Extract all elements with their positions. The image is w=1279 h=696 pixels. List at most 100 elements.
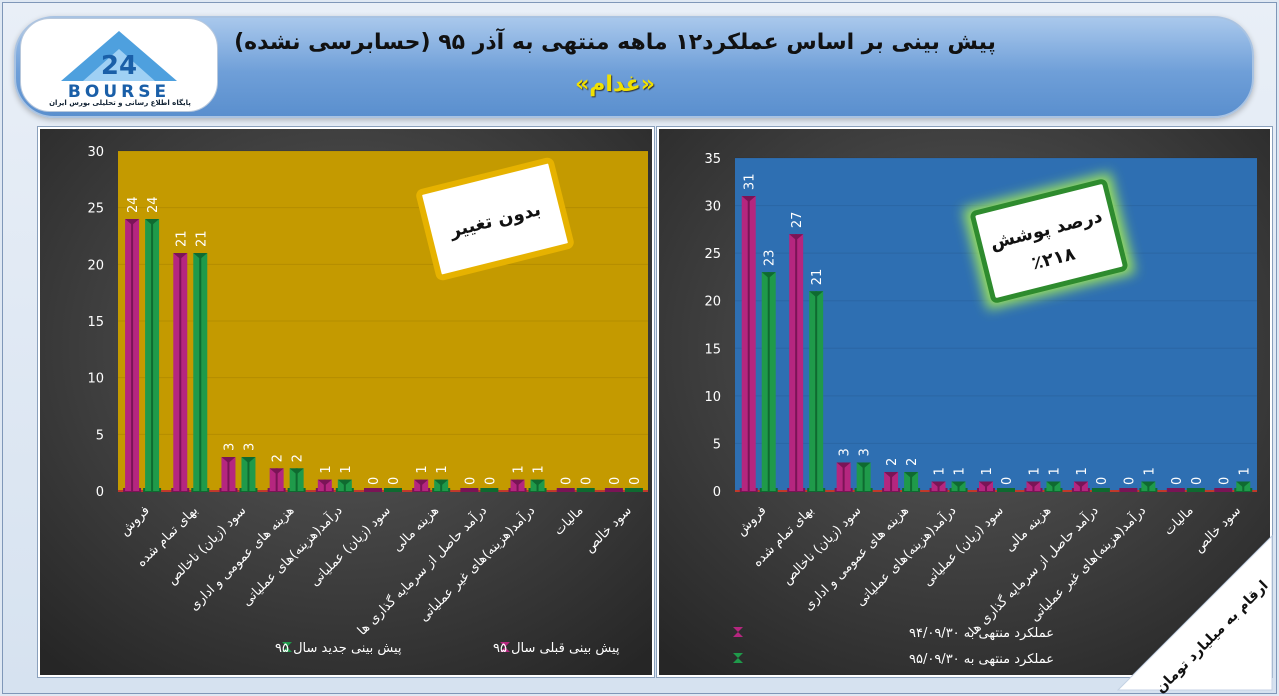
bar-cap bbox=[241, 457, 256, 463]
y-tick-label: 25 bbox=[704, 247, 721, 262]
data-label: 0 bbox=[483, 477, 498, 485]
data-label: 3 bbox=[222, 443, 237, 451]
bar-cap bbox=[884, 471, 899, 478]
bar-cap bbox=[1236, 481, 1251, 488]
bar-cap bbox=[951, 481, 966, 488]
y-tick-label: 5 bbox=[96, 428, 104, 443]
bar-cap bbox=[741, 196, 756, 203]
bar-cap bbox=[414, 479, 429, 486]
callout-box: درصد پوشش٪۲۱۸ bbox=[962, 172, 1136, 310]
bar-base bbox=[1119, 488, 1138, 492]
data-label: 0 bbox=[463, 477, 478, 485]
data-label: 1 bbox=[953, 467, 968, 475]
data-label: 1 bbox=[1075, 467, 1090, 475]
data-label: 0 bbox=[1217, 477, 1232, 485]
bar-base bbox=[364, 488, 382, 492]
y-tick-label: 0 bbox=[96, 485, 104, 500]
data-label: 1 bbox=[512, 465, 527, 473]
legend-label: عملکرد منتهی به ۹۴/۰۹/۳۰ bbox=[909, 626, 1054, 641]
data-label: 0 bbox=[608, 477, 623, 485]
data-label: 23 bbox=[763, 250, 778, 267]
bourse24-logo: 24 BOURSE پایگاه اطلاع رسانی و تحلیلی بو… bbox=[20, 18, 218, 112]
logo-wordmark: BOURSE bbox=[68, 82, 170, 102]
data-label: 1 bbox=[980, 467, 995, 475]
bar-base bbox=[1186, 488, 1205, 492]
y-tick-label: 20 bbox=[704, 295, 721, 310]
y-tick-label: 35 bbox=[704, 152, 721, 167]
bar-base bbox=[384, 488, 402, 492]
bar-cap bbox=[269, 468, 284, 475]
y-tick-label: 15 bbox=[704, 342, 721, 357]
bar-cap bbox=[904, 471, 919, 478]
legend-marker bbox=[733, 653, 743, 663]
logo-caption: پایگاه اطلاع رسانی و تحلیلی بورس ایران bbox=[49, 99, 191, 107]
bar-cap bbox=[173, 253, 188, 259]
legend-marker bbox=[500, 642, 510, 652]
bar-base bbox=[556, 488, 575, 492]
bar-cap bbox=[510, 479, 525, 486]
bar-cap bbox=[979, 481, 993, 488]
bar-cap bbox=[931, 481, 946, 488]
data-label: 0 bbox=[628, 477, 643, 485]
data-label: 21 bbox=[810, 269, 825, 286]
header-banner bbox=[14, 16, 1254, 118]
data-label: 1 bbox=[319, 465, 334, 473]
data-label: 3 bbox=[858, 448, 873, 456]
data-label: 0 bbox=[1170, 477, 1185, 485]
data-label: 21 bbox=[174, 230, 189, 247]
bar-cap bbox=[337, 479, 352, 486]
data-label: 24 bbox=[146, 196, 161, 213]
data-label: 0 bbox=[560, 477, 575, 485]
bar-cap bbox=[434, 479, 449, 486]
data-label: 1 bbox=[1047, 467, 1062, 475]
bar-base bbox=[1091, 488, 1110, 492]
data-label: 24 bbox=[126, 196, 141, 213]
data-label: 3 bbox=[838, 448, 853, 456]
bar-cap bbox=[836, 462, 851, 469]
bar-cap bbox=[193, 253, 208, 259]
data-label: 1 bbox=[1142, 467, 1157, 475]
data-label: 0 bbox=[1122, 477, 1137, 485]
bar-base bbox=[576, 488, 595, 492]
bar-cap bbox=[856, 462, 871, 469]
data-label: 0 bbox=[367, 477, 382, 485]
bar-base bbox=[997, 488, 1015, 492]
data-label: 2 bbox=[291, 454, 306, 462]
y-tick-label: 5 bbox=[713, 437, 721, 452]
y-tick-label: 20 bbox=[87, 258, 104, 273]
data-label: 31 bbox=[743, 174, 758, 191]
data-label: 1 bbox=[1237, 467, 1252, 475]
bar-cap bbox=[125, 219, 140, 225]
data-label: 2 bbox=[271, 454, 286, 462]
data-label: 0 bbox=[1190, 477, 1205, 485]
bar-base bbox=[624, 488, 643, 492]
bar-base bbox=[460, 488, 479, 492]
data-label: 27 bbox=[790, 212, 805, 229]
data-label: 1 bbox=[415, 465, 430, 473]
y-tick-label: 30 bbox=[704, 200, 721, 215]
data-label: 2 bbox=[885, 458, 900, 466]
legend-label: پیش بینی قبلی سال ۹۵ bbox=[493, 641, 620, 656]
data-label: 21 bbox=[194, 230, 209, 247]
y-tick-label: 10 bbox=[87, 372, 104, 387]
company-name: «غدام» bbox=[575, 72, 655, 97]
bar-cap bbox=[145, 219, 160, 225]
bar-base bbox=[1166, 488, 1185, 492]
bar-base bbox=[1214, 488, 1233, 492]
data-label: 1 bbox=[339, 465, 354, 473]
data-label: 1 bbox=[435, 465, 450, 473]
data-label: 2 bbox=[905, 458, 920, 466]
left-chart-panel: 0 5 10 15 20 25 30 24 24 فروش 21 21 بهای تمام شده 3 3 س… bbox=[38, 127, 654, 677]
legend-label: پیش بینی جدید سال ۹۵ bbox=[275, 641, 402, 656]
data-label: 1 bbox=[933, 467, 948, 475]
bar-cap bbox=[317, 479, 332, 486]
y-tick-label: 0 bbox=[713, 485, 721, 500]
y-tick-label: 25 bbox=[87, 202, 104, 217]
bar-cap bbox=[289, 468, 304, 475]
callout-box: بدون تغییر bbox=[416, 157, 574, 281]
data-label: 3 bbox=[242, 443, 257, 451]
page-title: پیش بینی بر اساس عملکرد۱۲ ماهه منتهی به … bbox=[234, 30, 996, 55]
y-tick-label: 30 bbox=[87, 145, 104, 160]
